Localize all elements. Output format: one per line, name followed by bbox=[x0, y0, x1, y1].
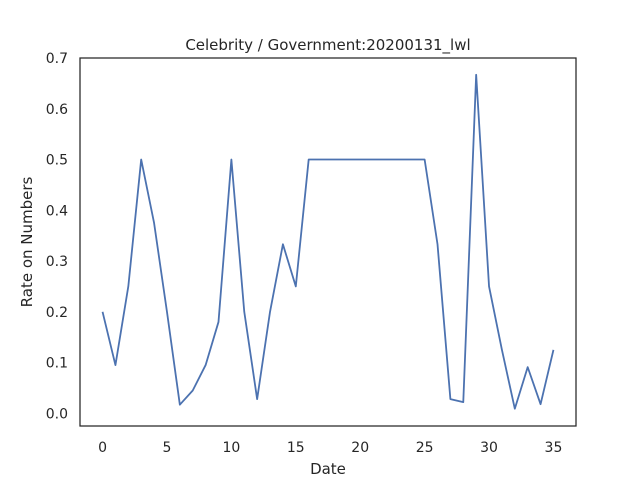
x-tick-label: 20 bbox=[351, 440, 369, 456]
y-tick-label: 0.4 bbox=[46, 203, 68, 219]
x-tick-label: 5 bbox=[163, 440, 172, 456]
x-tick-label: 25 bbox=[416, 440, 434, 456]
series-line bbox=[101, 73, 555, 410]
y-tick-label: 0.6 bbox=[46, 102, 68, 118]
series-group bbox=[101, 73, 555, 410]
y-tick-label: 0.1 bbox=[46, 356, 68, 372]
x-axis-label: Date bbox=[310, 460, 346, 478]
y-tick-label: 0.7 bbox=[46, 51, 68, 67]
x-tick-label: 0 bbox=[98, 440, 107, 456]
x-tick-label: 35 bbox=[545, 440, 563, 456]
y-axis-label: Rate on Numbers bbox=[18, 176, 36, 307]
plot-frame bbox=[79, 57, 577, 427]
y-axis-ticks: 0.0 0.1 0.2 0.3 0.4 0.5 0.6 0.7 bbox=[46, 51, 68, 422]
x-axis-ticks: 0 5 10 15 20 25 30 35 bbox=[98, 440, 562, 456]
y-tick-label: 0.5 bbox=[46, 153, 68, 169]
x-tick-label: 10 bbox=[222, 440, 240, 456]
y-tick-label: 0.0 bbox=[46, 406, 68, 422]
x-tick-label: 30 bbox=[480, 440, 498, 456]
x-tick-label: 15 bbox=[287, 440, 305, 456]
chart-title: Celebrity / Government:20200131_lwl bbox=[185, 36, 470, 55]
y-tick-label: 0.3 bbox=[46, 254, 68, 270]
y-tick-label: 0.2 bbox=[46, 305, 68, 321]
